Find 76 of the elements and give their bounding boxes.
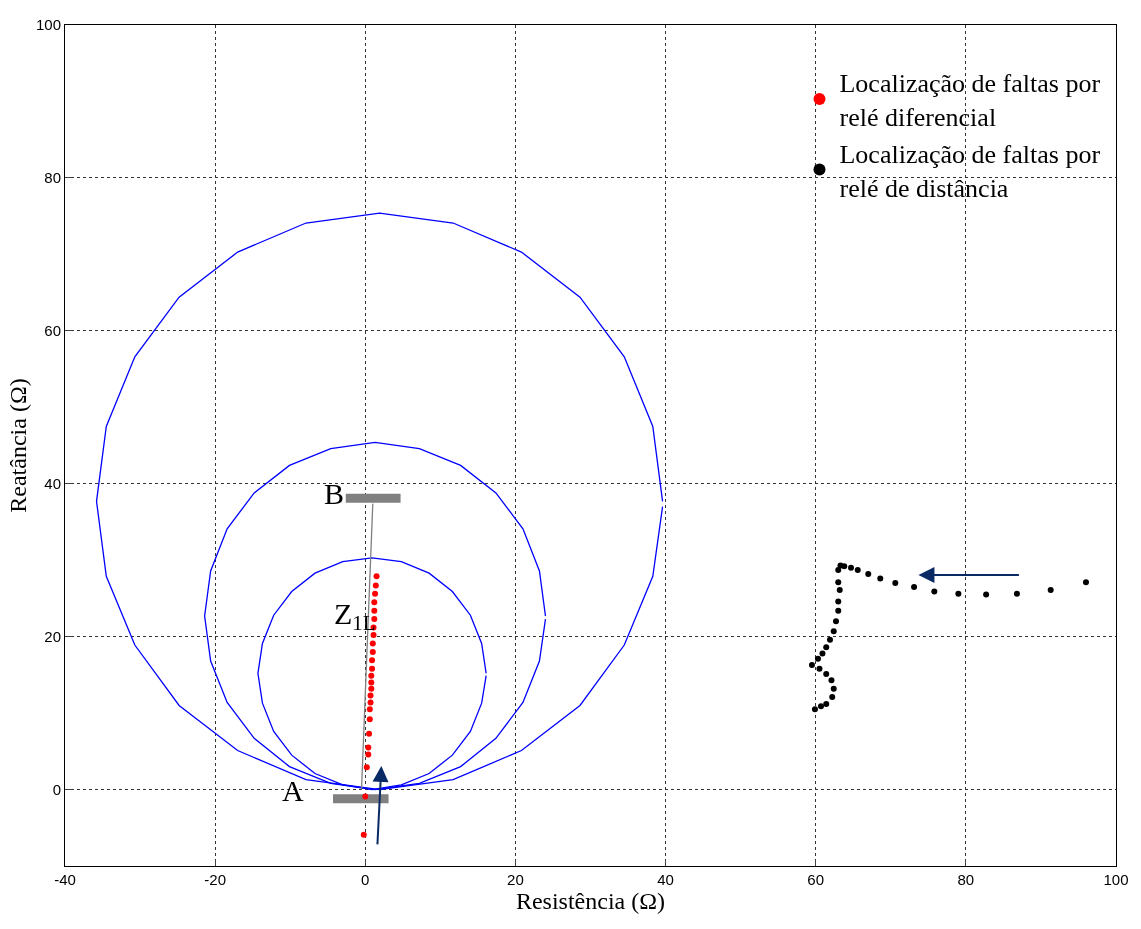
x-tick-label: 60 xyxy=(807,871,825,888)
annotation: B xyxy=(324,477,345,510)
point xyxy=(368,685,375,692)
point xyxy=(366,706,373,713)
point xyxy=(1013,590,1020,597)
point xyxy=(835,598,842,605)
legend-label: Localização de faltas por relé de distância xyxy=(839,139,1101,203)
point xyxy=(372,582,379,589)
point xyxy=(372,590,379,597)
point xyxy=(367,699,374,706)
point xyxy=(854,567,861,574)
point xyxy=(369,640,376,647)
point xyxy=(826,636,833,643)
point xyxy=(363,764,370,771)
point xyxy=(983,591,990,598)
point xyxy=(367,692,374,699)
point xyxy=(373,573,380,580)
legend-label: Localização de faltas por relé diferencial xyxy=(839,69,1101,132)
point xyxy=(835,607,842,614)
y-tick-label: 100 xyxy=(35,16,61,34)
point xyxy=(369,665,376,672)
x-tick-label: -20 xyxy=(204,871,226,888)
point xyxy=(830,685,837,692)
point xyxy=(360,831,367,838)
point xyxy=(877,575,884,582)
x-tick-label: 80 xyxy=(957,871,975,888)
point xyxy=(366,716,373,723)
annotation: Z$_{1L}$ xyxy=(334,597,376,636)
point xyxy=(362,793,369,800)
point xyxy=(816,665,823,672)
y-tick-label: 40 xyxy=(44,474,61,492)
point xyxy=(366,730,373,737)
annotation: A xyxy=(282,774,304,807)
point xyxy=(911,583,918,590)
point xyxy=(830,628,837,635)
point xyxy=(814,655,821,662)
point xyxy=(819,650,826,657)
y-axis-title: Reatância (Ω) xyxy=(5,378,32,513)
point xyxy=(931,588,938,595)
point xyxy=(811,706,818,713)
point xyxy=(808,661,815,668)
point xyxy=(832,618,839,625)
point xyxy=(892,580,899,587)
point xyxy=(835,579,842,586)
point xyxy=(865,570,872,577)
point xyxy=(370,632,377,639)
y-tick-label: 20 xyxy=(44,627,61,645)
point xyxy=(848,564,854,571)
point xyxy=(955,590,962,597)
point xyxy=(835,567,842,574)
point xyxy=(365,751,372,758)
point xyxy=(823,700,830,707)
y-tick-label: 80 xyxy=(44,169,61,187)
x-tick-label: 20 xyxy=(507,871,524,888)
point xyxy=(365,744,372,751)
x-axis-title: Resistência (Ω) xyxy=(515,888,666,914)
x-tick-label: 0 xyxy=(361,871,370,888)
y-tick-label: 60 xyxy=(44,322,61,340)
point xyxy=(371,607,378,614)
point xyxy=(823,644,830,651)
x-tick-label: 100 xyxy=(1103,871,1129,888)
x-tick-label: -40 xyxy=(54,871,76,888)
x-tick-label: 40 xyxy=(657,871,674,888)
point xyxy=(1047,587,1054,593)
y-tick-label: 0 xyxy=(52,780,61,798)
point xyxy=(836,587,843,593)
point xyxy=(369,648,376,655)
point xyxy=(828,677,835,684)
point xyxy=(371,599,378,606)
point xyxy=(817,703,824,710)
point xyxy=(1082,579,1089,586)
point xyxy=(369,657,376,664)
point xyxy=(368,679,375,686)
point xyxy=(829,694,836,701)
point xyxy=(368,672,375,679)
point xyxy=(823,671,830,678)
